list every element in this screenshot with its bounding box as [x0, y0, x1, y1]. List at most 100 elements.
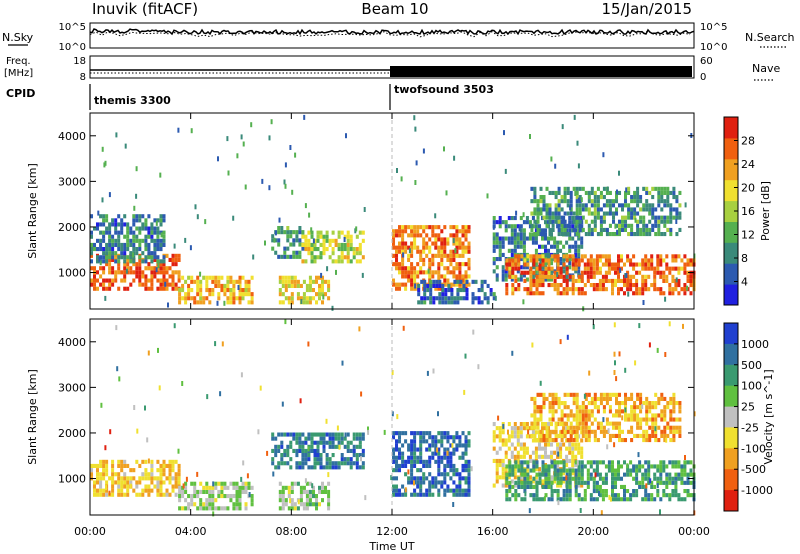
heatmap-cell	[534, 228, 538, 233]
heatmap-cell	[440, 257, 444, 262]
heatmap-cell	[93, 492, 97, 497]
heatmap-cell	[392, 468, 396, 473]
freq-right-tick-bottom: 0	[700, 72, 706, 83]
heatmap-cell	[108, 226, 112, 231]
heatmap-cell	[553, 283, 557, 288]
heatmap-cell	[102, 270, 106, 275]
heatmap-cell	[513, 236, 517, 241]
heatmap-cell	[541, 446, 545, 451]
heatmap-cell	[177, 448, 180, 454]
heatmap-cell	[422, 148, 425, 154]
heatmap-cell	[437, 253, 441, 258]
heatmap-cell	[577, 480, 581, 485]
heatmap-cell	[630, 417, 634, 422]
heatmap-cell	[586, 484, 590, 489]
heatmap-cell	[624, 367, 627, 373]
heatmap-cell	[184, 296, 188, 301]
heatmap-cell	[135, 262, 139, 267]
heatmap-cell	[519, 426, 523, 431]
heatmap-cell	[364, 495, 367, 501]
heatmap-cell	[553, 450, 557, 455]
heatmap-cell	[111, 278, 115, 283]
heatmap-cell	[310, 465, 314, 470]
heatmap-cell	[129, 483, 132, 489]
heatmap-cell	[196, 489, 200, 494]
heatmap-cell	[156, 238, 160, 243]
heatmap-cell	[510, 240, 514, 245]
heatmap-cell	[437, 274, 441, 279]
heatmap-cell	[431, 274, 435, 279]
heatmap-cell	[331, 461, 335, 466]
heatmap-cell	[533, 405, 537, 410]
heatmap-cell	[413, 476, 417, 481]
heatmap-cell	[428, 225, 432, 230]
heatmap-cell	[497, 415, 500, 421]
heatmap-cell	[464, 451, 468, 456]
heatmap-cell	[492, 434, 496, 439]
heatmap-cell	[536, 232, 540, 237]
heatmap-cell	[451, 443, 454, 448]
heatmap-cell	[617, 476, 621, 481]
heatmap-cell	[435, 296, 439, 301]
heatmap-cell	[572, 425, 576, 430]
heatmap-cell	[662, 468, 666, 473]
heatmap-cell	[562, 489, 566, 494]
heatmap-cell	[428, 463, 432, 468]
heatmap-cell	[539, 211, 543, 216]
heatmap-cell	[157, 347, 159, 353]
heatmap-cell	[292, 436, 296, 441]
heatmap-cell	[336, 425, 339, 431]
heatmap-cell	[214, 283, 218, 288]
velocity-colorbar-label: Velocity [m s^-1]	[762, 369, 775, 464]
heatmap-cell	[621, 409, 625, 414]
heatmap-cell	[413, 443, 417, 448]
heatmap-cell	[562, 479, 566, 484]
heatmap-cell	[547, 236, 551, 241]
heatmap-cell	[599, 429, 603, 434]
heatmap-cell	[533, 409, 537, 414]
heatmap-cell	[138, 270, 142, 275]
heatmap-cell	[599, 223, 603, 228]
heatmap-cell	[588, 370, 591, 376]
heatmap-cell	[601, 278, 605, 283]
heatmap-cell	[675, 219, 678, 224]
heatmap-cell	[571, 224, 575, 229]
heatmap-cell	[548, 232, 552, 237]
heatmap-cell	[147, 251, 151, 256]
heatmap-cell	[281, 498, 285, 503]
heatmap-cell	[590, 219, 594, 224]
heatmap-cell	[199, 300, 203, 305]
heatmap-cell	[621, 203, 625, 208]
heatmap-cell	[572, 392, 576, 397]
heatmap-cell	[459, 279, 463, 284]
heatmap-cell	[304, 453, 308, 458]
heatmap-cell	[636, 425, 640, 430]
heatmap-cell	[114, 242, 118, 247]
heatmap-cell	[181, 489, 185, 494]
heatmap-cell	[584, 413, 588, 418]
heatmap-cell	[536, 392, 540, 397]
heatmap-cell	[123, 463, 127, 468]
heatmap-cell	[343, 255, 347, 260]
y-tick-label: 1000	[58, 473, 86, 486]
heatmap-cell	[641, 464, 645, 469]
heatmap-cell	[596, 203, 600, 208]
heatmap-cell	[556, 454, 560, 459]
heatmap-cell	[560, 429, 564, 434]
heatmap-cell	[650, 480, 654, 485]
heatmap-cell	[574, 480, 578, 485]
heatmap-cell	[449, 451, 453, 456]
heatmap-cell	[144, 468, 148, 473]
heatmap-cell	[293, 279, 297, 284]
heatmap-cell	[171, 257, 175, 262]
heatmap-cell	[612, 215, 616, 220]
heatmap-cell	[592, 262, 596, 267]
heatmap-cell	[340, 255, 344, 260]
heatmap-cell	[413, 435, 417, 440]
heatmap-cell	[467, 257, 471, 262]
heatmap-cell	[608, 433, 612, 438]
heatmap-cell	[517, 493, 521, 498]
heatmap-cell	[286, 453, 290, 458]
heatmap-cell	[196, 288, 200, 293]
heatmap-cell	[607, 278, 611, 283]
